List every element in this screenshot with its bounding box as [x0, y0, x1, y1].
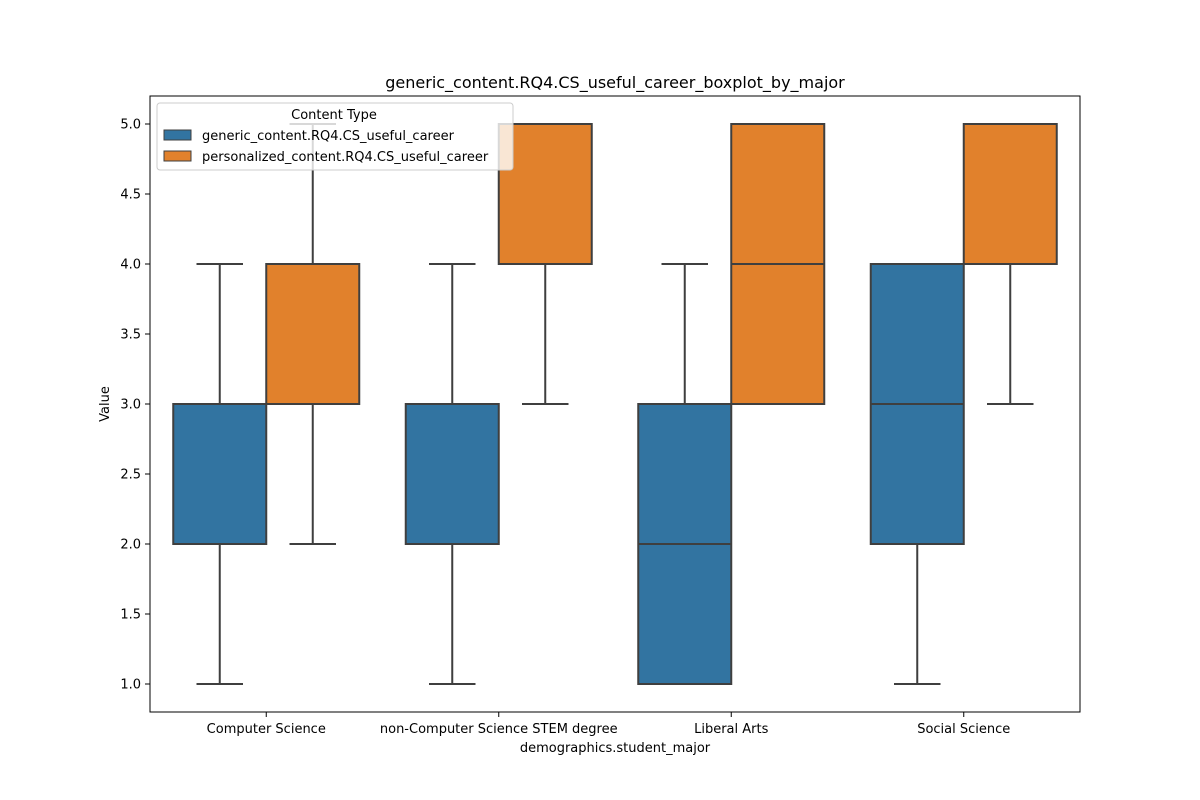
chart-title: generic_content.RQ4.CS_useful_career_box…: [385, 73, 845, 93]
y-tick-label: 4.5: [120, 188, 141, 203]
legend-swatch: [163, 129, 192, 141]
x-tick-label: Social Science: [917, 722, 1010, 737]
box-body: [404, 403, 500, 545]
y-axis-label: Value: [98, 386, 113, 422]
y-tick-label: 1.0: [120, 678, 141, 693]
box-personalized-2: [730, 123, 826, 405]
box-generic-2: [637, 263, 733, 685]
box-body: [497, 123, 593, 265]
legend-title: Content Type: [291, 108, 377, 123]
box-body: [265, 263, 361, 405]
y-tick-label: 1.5: [120, 608, 141, 623]
box-generic-1: [404, 263, 500, 685]
y-tick-label: 3.0: [120, 398, 141, 413]
y-tick-label: 5.0: [120, 118, 141, 133]
y-tick-label: 4.0: [120, 258, 141, 273]
box-body: [172, 403, 268, 545]
x-axis-label: demographics.student_major: [520, 741, 711, 756]
x-tick-label: Computer Science: [207, 722, 326, 737]
legend-entry-label: personalized_content.RQ4.CS_useful_caree…: [202, 150, 489, 165]
box-personalized-0: [265, 123, 361, 545]
x-tick-label: non-Computer Science STEM degree: [380, 722, 618, 737]
box-generic-3: [869, 263, 965, 685]
y-tick-label: 2.5: [120, 468, 141, 483]
box-personalized-3: [962, 123, 1058, 405]
plot-area: [172, 123, 1058, 685]
box-personalized-1: [497, 123, 593, 405]
box-body: [962, 123, 1058, 265]
x-tick-label: Liberal Arts: [694, 722, 768, 737]
legend-entry-label: generic_content.RQ4.CS_useful_career: [202, 129, 455, 144]
y-tick-label: 2.0: [120, 538, 141, 553]
legend-swatch: [163, 150, 192, 162]
y-axis: 1.0 1.5 2.0 2.5 3.0 3.5 4.0 4.5 5.0: [120, 118, 150, 693]
legend-frame: [156, 102, 514, 171]
y-tick-label: 3.5: [120, 328, 141, 343]
box-generic-0: [172, 263, 268, 685]
x-axis: Computer Science non-Computer Science STE…: [207, 712, 1010, 737]
legend: Content Type generic_content.RQ4.CS_usefu…: [156, 102, 514, 171]
